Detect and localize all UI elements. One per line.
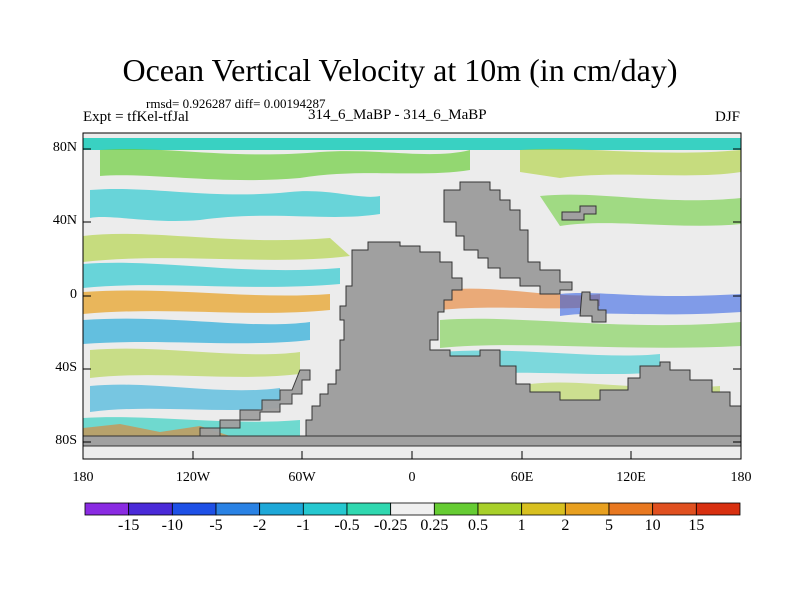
colorbar-swatch bbox=[521, 502, 566, 516]
colorbar-swatch bbox=[390, 502, 435, 516]
colorbar-swatch bbox=[695, 502, 741, 516]
colorbar-swatch bbox=[128, 502, 173, 516]
colorbar-label: -5 bbox=[209, 517, 223, 534]
colorbar-swatch bbox=[302, 502, 348, 516]
y-tick-label: 40N bbox=[52, 213, 77, 228]
y-tick-label: 80S bbox=[55, 433, 77, 448]
y-tick-label: 40S bbox=[55, 360, 77, 375]
colorbar-label: 5 bbox=[605, 517, 613, 534]
x-tick-label: 180 bbox=[72, 470, 94, 485]
colorbar-label: -2 bbox=[252, 517, 267, 534]
field-patch-s1 bbox=[83, 318, 310, 344]
colorbar-label: -0.25 bbox=[373, 517, 408, 534]
season-label: DJF bbox=[714, 109, 740, 125]
colorbar-label: 15 bbox=[688, 517, 705, 534]
colorbar-label: -15 bbox=[117, 517, 140, 534]
colorbar-swatch bbox=[259, 502, 304, 516]
chart-title: Ocean Vertical Velocity at 10m (in cm/da… bbox=[122, 52, 678, 88]
field-patch-n1 bbox=[100, 148, 470, 181]
colorbar-label: 10 bbox=[644, 517, 661, 534]
x-tick-label: 60E bbox=[510, 470, 534, 485]
colorbar-label: -0.5 bbox=[334, 517, 360, 534]
field-patch-s5 bbox=[90, 384, 280, 412]
colorbar-swatch bbox=[564, 502, 610, 516]
colorbar-swatch bbox=[433, 502, 479, 516]
stats-label: rmsd= 0.926287 diff= 0.00194287 bbox=[146, 96, 326, 111]
period-label: 314_6_MaBP - 314_6_MaBP bbox=[308, 107, 487, 123]
field-patch-s3 bbox=[90, 348, 300, 378]
field-patch-n2 bbox=[520, 148, 741, 178]
land-peninsula-north bbox=[443, 181, 573, 295]
x-tick-label: 120E bbox=[616, 470, 646, 485]
x-tick-label: 120W bbox=[175, 470, 211, 485]
x-tick-label: 0 bbox=[408, 470, 416, 485]
colorbar-swatch bbox=[346, 502, 392, 516]
land bbox=[82, 181, 742, 447]
colorbar-label: 2 bbox=[561, 517, 570, 534]
land-antarctic bbox=[82, 435, 742, 447]
colorbar-swatch bbox=[215, 502, 261, 516]
ticks bbox=[82, 148, 742, 459]
y-tick-label: 0 bbox=[70, 287, 77, 302]
colorbar-swatch bbox=[171, 502, 217, 516]
colorbar-label: 0.25 bbox=[420, 517, 449, 534]
x-tick-label: 180 bbox=[730, 470, 752, 485]
field-patch-n5 bbox=[83, 233, 350, 262]
land-island-ne bbox=[561, 205, 597, 221]
colorbar-label: 0.5 bbox=[468, 517, 488, 534]
colorbar-swatch bbox=[608, 502, 654, 516]
colorbar-swatch bbox=[477, 502, 523, 516]
field-patch-n3 bbox=[90, 188, 380, 221]
land-island-east bbox=[579, 291, 607, 323]
experiment-label: Expt = tfKel-tfJal bbox=[83, 109, 189, 125]
field-band-north bbox=[83, 138, 741, 150]
field-patch-s2 bbox=[440, 318, 741, 348]
field-patch-n6 bbox=[83, 262, 340, 288]
colorbar-swatch bbox=[652, 502, 697, 516]
y-tick-label: 80N bbox=[52, 140, 77, 155]
colorbar-label: -1 bbox=[296, 517, 310, 534]
x-tick-label: 60W bbox=[288, 470, 316, 485]
field-equator-warm bbox=[83, 290, 330, 314]
colorbar bbox=[84, 502, 741, 516]
colorbar-label: 1 bbox=[517, 517, 526, 534]
field-patch-n4 bbox=[540, 194, 741, 226]
land-continent-main bbox=[299, 241, 742, 447]
colorbar-label: -10 bbox=[161, 517, 183, 534]
colorbar-swatch bbox=[84, 502, 130, 516]
